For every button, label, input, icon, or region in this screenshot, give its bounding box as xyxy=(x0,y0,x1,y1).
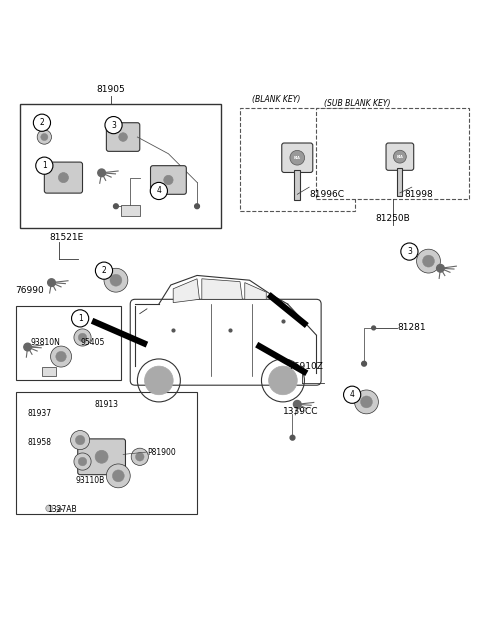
Circle shape xyxy=(50,346,72,367)
Polygon shape xyxy=(173,279,199,303)
FancyBboxPatch shape xyxy=(282,143,313,173)
Circle shape xyxy=(36,157,53,174)
Circle shape xyxy=(119,133,127,142)
Bar xyxy=(316,109,469,199)
Bar xyxy=(16,392,197,514)
Circle shape xyxy=(78,333,87,342)
Circle shape xyxy=(269,366,297,395)
Text: 2: 2 xyxy=(39,118,44,127)
Circle shape xyxy=(75,435,85,445)
Circle shape xyxy=(37,130,51,144)
Circle shape xyxy=(74,329,91,346)
Circle shape xyxy=(437,264,444,272)
Text: 3: 3 xyxy=(407,247,412,256)
Text: P81900: P81900 xyxy=(147,447,176,456)
Text: 81281: 81281 xyxy=(397,324,426,332)
Circle shape xyxy=(72,310,89,327)
Circle shape xyxy=(74,453,91,470)
FancyBboxPatch shape xyxy=(78,439,125,475)
Circle shape xyxy=(110,274,122,286)
Circle shape xyxy=(355,390,378,414)
Circle shape xyxy=(112,470,124,482)
Bar xyxy=(21,104,221,228)
Circle shape xyxy=(401,243,418,260)
Bar xyxy=(397,168,402,195)
Text: KIA: KIA xyxy=(396,155,403,159)
Circle shape xyxy=(360,396,372,408)
FancyBboxPatch shape xyxy=(151,166,186,194)
Text: 81521E: 81521E xyxy=(49,233,84,242)
Circle shape xyxy=(48,279,55,286)
Circle shape xyxy=(59,173,69,183)
Text: 1: 1 xyxy=(42,161,47,170)
Circle shape xyxy=(344,386,361,403)
Bar xyxy=(42,367,56,375)
FancyBboxPatch shape xyxy=(386,143,414,171)
Text: 81996C: 81996C xyxy=(309,190,344,199)
Text: 3: 3 xyxy=(111,121,116,130)
Text: 1327AB: 1327AB xyxy=(47,505,76,514)
Circle shape xyxy=(71,430,90,449)
Circle shape xyxy=(56,351,66,362)
Circle shape xyxy=(372,326,375,330)
FancyBboxPatch shape xyxy=(44,162,83,193)
Text: 81905: 81905 xyxy=(97,85,126,94)
Circle shape xyxy=(24,343,32,351)
Circle shape xyxy=(164,175,173,185)
Circle shape xyxy=(41,133,48,141)
Circle shape xyxy=(96,262,113,279)
Text: 1339CC: 1339CC xyxy=(283,407,318,416)
Polygon shape xyxy=(202,279,242,300)
Circle shape xyxy=(417,249,441,273)
Circle shape xyxy=(362,362,366,366)
Text: 81250B: 81250B xyxy=(375,214,410,223)
Circle shape xyxy=(95,451,108,463)
Text: 76910Z: 76910Z xyxy=(288,362,323,371)
Bar xyxy=(240,109,355,211)
Text: 81937: 81937 xyxy=(28,410,52,418)
Circle shape xyxy=(107,464,130,488)
Text: 4: 4 xyxy=(350,390,355,399)
Circle shape xyxy=(46,505,52,512)
Bar xyxy=(120,205,140,216)
Bar xyxy=(16,307,120,380)
Text: 4: 4 xyxy=(156,186,161,195)
Bar xyxy=(294,170,300,200)
Text: 1: 1 xyxy=(78,314,83,323)
Circle shape xyxy=(293,401,301,408)
Text: (BLANK KEY): (BLANK KEY) xyxy=(252,95,300,104)
Circle shape xyxy=(195,204,199,209)
Text: 76990: 76990 xyxy=(16,286,45,295)
FancyBboxPatch shape xyxy=(107,123,140,151)
Circle shape xyxy=(104,268,128,292)
Text: 93810N: 93810N xyxy=(30,337,60,347)
Circle shape xyxy=(34,114,50,131)
Circle shape xyxy=(105,116,122,134)
FancyBboxPatch shape xyxy=(130,300,321,385)
Text: 2: 2 xyxy=(102,266,107,275)
Text: 95405: 95405 xyxy=(80,337,105,347)
Circle shape xyxy=(131,448,148,465)
Circle shape xyxy=(394,150,406,163)
Text: 81998: 81998 xyxy=(405,190,433,199)
Circle shape xyxy=(114,204,118,209)
Text: 93110B: 93110B xyxy=(75,476,105,485)
Circle shape xyxy=(78,458,87,466)
Circle shape xyxy=(290,150,305,165)
Circle shape xyxy=(144,366,173,395)
Circle shape xyxy=(150,183,168,200)
Text: 81913: 81913 xyxy=(95,400,119,409)
Text: (SUB BLANK KEY): (SUB BLANK KEY) xyxy=(324,99,390,109)
Circle shape xyxy=(135,453,144,461)
Polygon shape xyxy=(245,283,266,300)
Text: KIA: KIA xyxy=(294,155,300,160)
Circle shape xyxy=(290,435,295,440)
Circle shape xyxy=(422,255,434,267)
Circle shape xyxy=(98,169,106,177)
Text: 81958: 81958 xyxy=(28,438,52,447)
